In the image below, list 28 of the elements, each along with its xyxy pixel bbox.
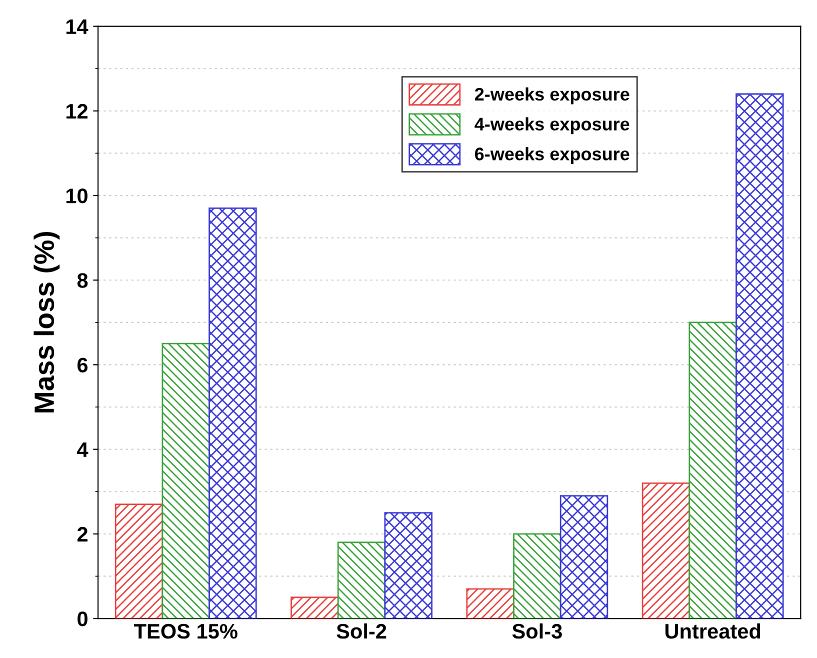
y-tick-label: 8 bbox=[77, 273, 88, 288]
bar bbox=[688, 322, 737, 619]
x-tick-label: Sol-2 bbox=[336, 623, 386, 639]
y-tick-label: 14 bbox=[66, 20, 88, 34]
bar bbox=[736, 93, 784, 619]
legend-label: 4-weeks exposure bbox=[474, 117, 630, 134]
bar bbox=[466, 588, 514, 619]
y-tick-label: 6 bbox=[77, 358, 88, 372]
y-tick-label: 4 bbox=[77, 442, 88, 457]
bar bbox=[162, 342, 210, 619]
y-tick-label: 10 bbox=[66, 188, 88, 204]
bar bbox=[114, 504, 164, 619]
x-tick-label: TEOS 15% bbox=[134, 624, 238, 639]
x-tick-label: Sol-3 bbox=[512, 623, 562, 639]
y-tick-label: 0 bbox=[78, 612, 88, 626]
legend-label: 6-weeks exposure bbox=[475, 147, 630, 164]
bar bbox=[642, 482, 690, 619]
bar bbox=[513, 533, 562, 619]
y-tick-label: 12 bbox=[66, 104, 88, 118]
x-tick-label: Untreated bbox=[665, 623, 760, 639]
bar bbox=[290, 596, 339, 619]
legend-label: 2-weeks exposure bbox=[474, 87, 630, 104]
y-tick-label: 2 bbox=[77, 526, 88, 542]
bar bbox=[208, 208, 257, 619]
bar bbox=[560, 495, 608, 619]
bar bbox=[384, 512, 432, 619]
y-axis-title: Mass loss (%) bbox=[34, 232, 60, 412]
bar bbox=[337, 542, 386, 619]
